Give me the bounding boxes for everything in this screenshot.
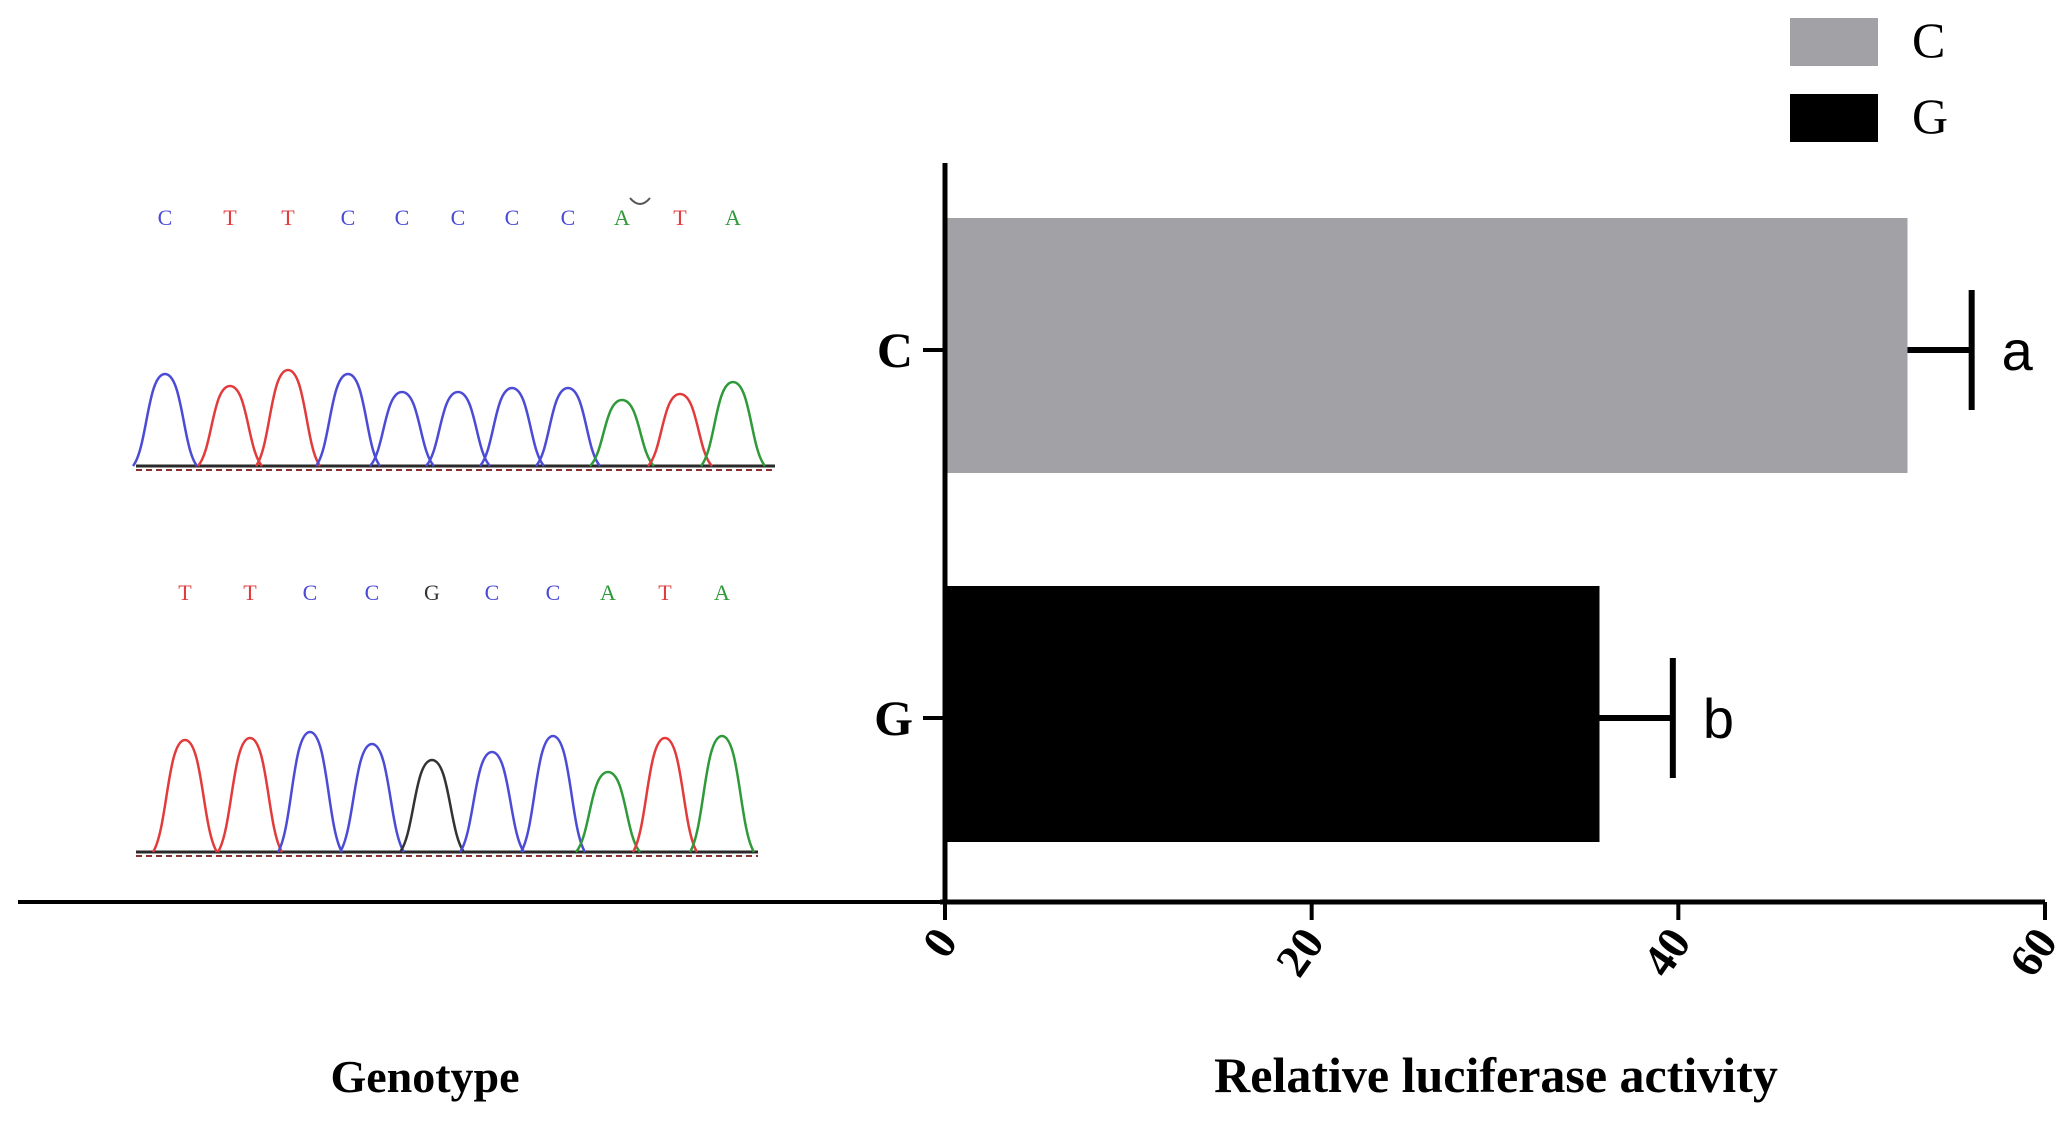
trace-g-peak: [688, 734, 756, 853]
bar-g: [945, 586, 1600, 842]
trace-c-peak: [535, 386, 601, 467]
trace-c-peak: [369, 390, 435, 467]
trace-g-peak: [631, 736, 699, 853]
trace-g-peak: [458, 750, 526, 853]
trace-c-peak: [314, 372, 382, 467]
error-bars: [1599, 290, 1975, 778]
legend-label-g: G: [1912, 88, 1948, 144]
trace-c-base-letter: C: [158, 205, 173, 230]
trace-c-base-letter: C: [505, 205, 520, 230]
trace-c-peak: [425, 390, 491, 467]
axes: [940, 163, 2045, 905]
trace-c-base-letter: C: [395, 205, 410, 230]
legend-label-c: C: [1912, 12, 1945, 68]
genotype-label: Genotype: [330, 1051, 519, 1102]
trace-g-base-letter: G: [424, 580, 440, 605]
trace-g-base-letter: C: [546, 580, 561, 605]
trace-c-peak: [647, 392, 713, 467]
significance-letter-b: b: [1703, 687, 1734, 750]
legend-swatch-c: [1790, 18, 1878, 66]
trace-g-base-letter: T: [243, 580, 257, 605]
category-labels: CG: [874, 322, 945, 746]
x-tick-label-60: 60: [1999, 918, 2067, 985]
trace-c-base-letter: T: [673, 205, 687, 230]
x-tick-label-20: 20: [1266, 918, 1334, 985]
trace-c-peak: [479, 386, 545, 467]
trace-g-base-letter: C: [485, 580, 500, 605]
trace-c-peak: [254, 368, 322, 467]
trace-g-peak: [519, 734, 587, 853]
trace-c-peak: [196, 384, 264, 467]
trace-c-peak: [699, 380, 767, 467]
trace-g-base-letter: A: [714, 580, 730, 605]
trace-c-base-letter: T: [281, 205, 295, 230]
significance-letters: ab: [1703, 319, 2034, 750]
legend-swatch-g: [1790, 94, 1878, 142]
trace-g-peak: [151, 738, 219, 853]
x-tick-label-40: 40: [1632, 918, 1700, 985]
x-ticks: 0 20 40 60: [912, 902, 2067, 985]
trace-g-base-letter: T: [658, 580, 672, 605]
legend: CG: [1790, 12, 1948, 144]
trace-c-base-letter: T: [223, 205, 237, 230]
bars: [945, 218, 1908, 842]
trace-c-marker: [629, 197, 651, 205]
trace-c-base-letter: C: [451, 205, 466, 230]
x-tick-label-0: 0: [912, 918, 967, 966]
x-axis-title: Relative luciferase activity: [1214, 1047, 1778, 1103]
trace-g-peak: [338, 742, 406, 853]
trace-c-base-letter: C: [561, 205, 576, 230]
category-label-g: G: [874, 690, 913, 746]
trace-g-peak: [574, 770, 642, 853]
trace-g-peak: [216, 736, 284, 853]
category-label-c: C: [877, 322, 913, 378]
trace-g-base-letter: C: [303, 580, 318, 605]
trace-g-base-letter: A: [600, 580, 616, 605]
bar-c: [945, 218, 1908, 473]
trace-c-base-letter: A: [725, 205, 741, 230]
significance-letter-a: a: [2002, 319, 2034, 382]
trace-g-base-letter: C: [365, 580, 380, 605]
trace-c-base-letter: A: [614, 205, 630, 230]
trace-g-peak: [398, 758, 466, 853]
trace-g-base-letter: T: [178, 580, 192, 605]
bar-chart: 0 20 40 60 CG ab Relative luciferase activi…: [874, 12, 2067, 1103]
trace-c-base-letter: C: [341, 205, 356, 230]
genotype-panel: C T T C C C C C A T A T T C C G C C A T A Genotype: [131, 197, 775, 1102]
trace-c-peak: [131, 372, 199, 467]
trace-g-peak: [276, 730, 344, 853]
trace-c-peak: [589, 398, 655, 467]
